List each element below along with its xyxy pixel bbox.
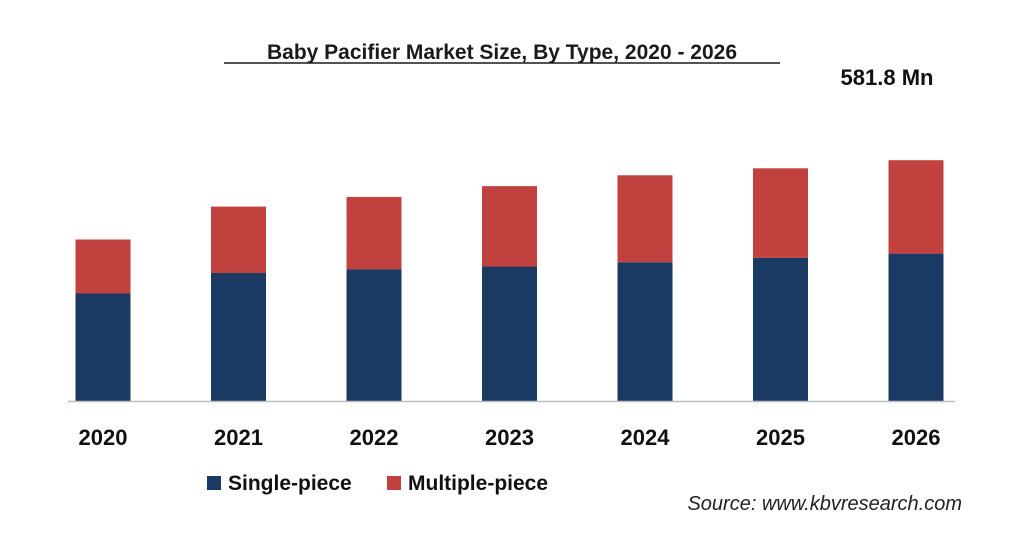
legend-label-multiple-piece: Multiple-piece	[408, 472, 548, 495]
bar-2026-multiple-piece	[888, 160, 944, 254]
x-tick-label-2025: 2025	[756, 425, 805, 450]
bar-2022-single-piece	[346, 269, 402, 401]
bars-group	[75, 160, 944, 401]
bar-2025-multiple-piece	[753, 168, 808, 258]
chart-title: Baby Pacifier Market Size, By Type, 2020…	[267, 41, 737, 64]
total-annotation: 581.8 Mn	[841, 65, 934, 90]
legend: Single-piece Multiple-piece	[207, 472, 548, 495]
bar-2026-single-piece	[888, 253, 944, 401]
x-tick-labels: 2020 2021 2022 2023 2024 2025 2026	[79, 425, 941, 450]
x-tick-label-2024: 2024	[621, 425, 671, 450]
source-note: Source: www.kbvresearch.com	[687, 493, 962, 515]
legend-swatch-single-piece	[207, 476, 221, 490]
legend-swatch-multiple-piece	[387, 476, 401, 490]
bar-2023-single-piece	[482, 266, 537, 401]
bar-2024-single-piece	[617, 262, 673, 401]
bar-2020-multiple-piece	[75, 239, 131, 294]
bar-2021-multiple-piece	[211, 206, 266, 273]
x-tick-label-2021: 2021	[214, 425, 263, 450]
x-tick-label-2022: 2022	[350, 425, 399, 450]
bar-2024-multiple-piece	[617, 175, 673, 263]
x-tick-label-2026: 2026	[892, 425, 941, 450]
bar-2025-single-piece	[753, 257, 808, 401]
legend-label-single-piece: Single-piece	[228, 472, 352, 495]
x-tick-label-2020: 2020	[79, 425, 128, 450]
bar-2023-multiple-piece	[482, 186, 537, 267]
bar-2022-multiple-piece	[346, 196, 402, 270]
bar-2020-single-piece	[75, 293, 131, 401]
x-tick-label-2023: 2023	[485, 425, 534, 450]
bar-2021-single-piece	[211, 273, 266, 401]
